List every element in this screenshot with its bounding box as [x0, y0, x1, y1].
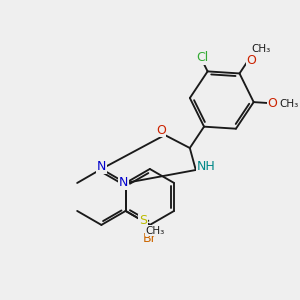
Text: Cl: Cl: [196, 51, 208, 64]
Text: Br: Br: [143, 232, 157, 245]
Text: CH₃: CH₃: [279, 99, 298, 109]
Text: NH: NH: [196, 160, 215, 173]
Text: CH₃: CH₃: [145, 226, 164, 236]
Text: O: O: [246, 54, 256, 67]
Text: N: N: [97, 160, 106, 173]
Text: S: S: [139, 214, 147, 227]
Text: O: O: [156, 124, 166, 136]
Text: O: O: [268, 97, 278, 110]
Text: N: N: [119, 176, 128, 190]
Text: CH₃: CH₃: [251, 44, 271, 53]
